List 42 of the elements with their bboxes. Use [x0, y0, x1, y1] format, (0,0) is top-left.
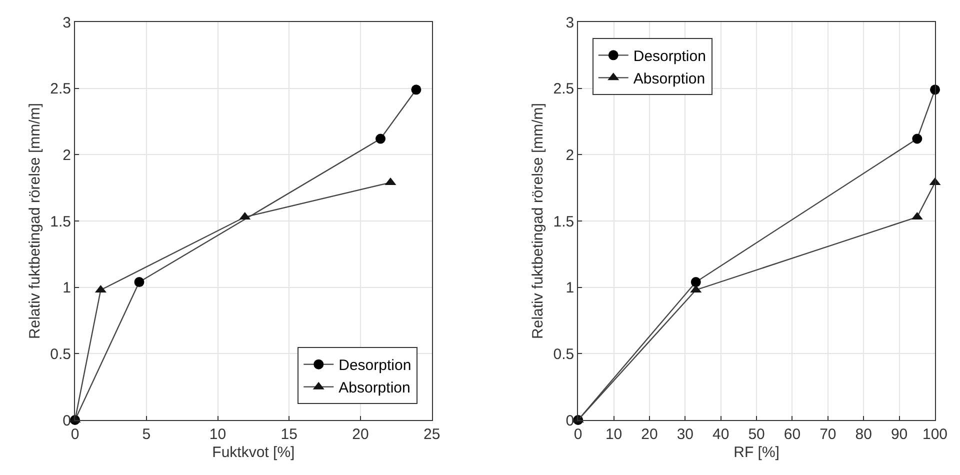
y-tick-label: 0	[566, 412, 574, 430]
x-axis-title: RF [%]	[734, 444, 780, 461]
legend-label: Desorption	[338, 357, 412, 374]
point	[912, 134, 922, 144]
x-tick-label: 60	[784, 426, 801, 443]
x-tick-label: 40	[712, 426, 730, 443]
y-tick-label: 0.5	[553, 346, 574, 363]
y-axis-title: Relativ fuktbetingad rörelse [mm/m]	[529, 103, 546, 339]
x-axis-title: Fuktkvot [%]	[212, 444, 295, 461]
x-tick-label: 90	[890, 426, 908, 443]
point	[690, 277, 701, 288]
x-tick-label: 10	[605, 426, 622, 443]
y-tick-label: 0	[62, 412, 71, 430]
y-tick-label: 1.5	[50, 213, 71, 230]
x-tick-label: 25	[424, 426, 440, 443]
x-tick-label: 100	[922, 426, 948, 443]
point	[376, 134, 386, 144]
legend-label: Absorption	[633, 70, 706, 88]
y-tick-label: 3	[566, 14, 574, 32]
y-tick-label: 2.5	[50, 80, 71, 98]
x-tick-label: 20	[352, 426, 369, 443]
y-tick-label: 2.5	[553, 80, 574, 98]
y-tick-label: 1.5	[553, 213, 574, 230]
y-tick-label: 2	[566, 146, 574, 164]
x-tick-label: 10	[209, 426, 226, 443]
legend-label: Absorption	[338, 380, 410, 397]
point	[134, 277, 144, 288]
x-tick-label: 30	[676, 426, 694, 443]
y-tick-label: 1	[62, 280, 71, 297]
y-axis-title: Relativ fuktbetingad rörelse [mm/m]	[26, 103, 44, 339]
point	[411, 84, 422, 95]
x-tick-label: 5	[142, 426, 151, 443]
x-tick-label: 80	[855, 426, 872, 443]
legend-label: Desorption	[633, 48, 706, 66]
x-tick-label: 20	[641, 426, 658, 443]
x-tick-label: 15	[280, 426, 298, 443]
y-tick-label: 2	[62, 146, 71, 164]
y-tick-label: 1	[566, 280, 574, 297]
x-tick-label: 50	[748, 426, 765, 443]
x-tick-label: 70	[820, 426, 836, 443]
y-tick-label: 3	[62, 14, 71, 32]
y-tick-label: 0.5	[50, 346, 71, 363]
